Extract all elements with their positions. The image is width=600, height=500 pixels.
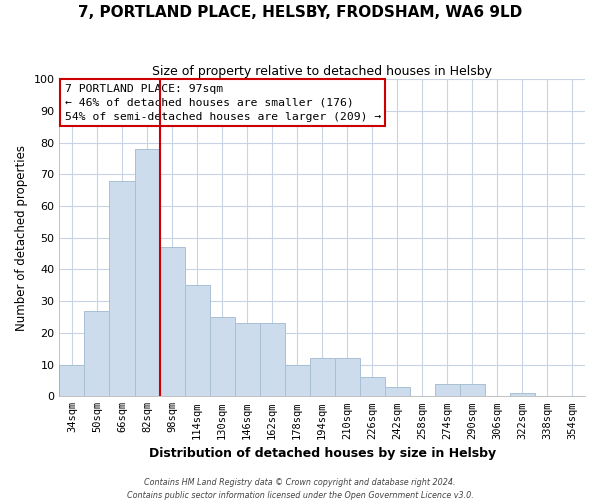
Title: Size of property relative to detached houses in Helsby: Size of property relative to detached ho… [152,65,492,78]
Text: Contains HM Land Registry data © Crown copyright and database right 2024.
Contai: Contains HM Land Registry data © Crown c… [127,478,473,500]
Bar [460,384,485,396]
Text: 7 PORTLAND PLACE: 97sqm
← 46% of detached houses are smaller (176)
54% of semi-d: 7 PORTLAND PLACE: 97sqm ← 46% of detache… [65,84,381,122]
Bar [235,324,260,396]
Bar [85,310,109,396]
Bar [160,248,185,396]
Bar [385,387,410,396]
Bar [59,364,85,396]
Text: 7, PORTLAND PLACE, HELSBY, FRODSHAM, WA6 9LD: 7, PORTLAND PLACE, HELSBY, FRODSHAM, WA6… [78,5,522,20]
Bar [109,180,134,396]
Bar [360,378,385,396]
Bar [510,393,535,396]
Bar [260,324,284,396]
Bar [435,384,460,396]
Bar [335,358,360,397]
Y-axis label: Number of detached properties: Number of detached properties [15,144,28,330]
Bar [310,358,335,397]
X-axis label: Distribution of detached houses by size in Helsby: Distribution of detached houses by size … [149,447,496,460]
Bar [134,149,160,396]
Bar [185,286,209,397]
Bar [209,317,235,396]
Bar [284,364,310,396]
